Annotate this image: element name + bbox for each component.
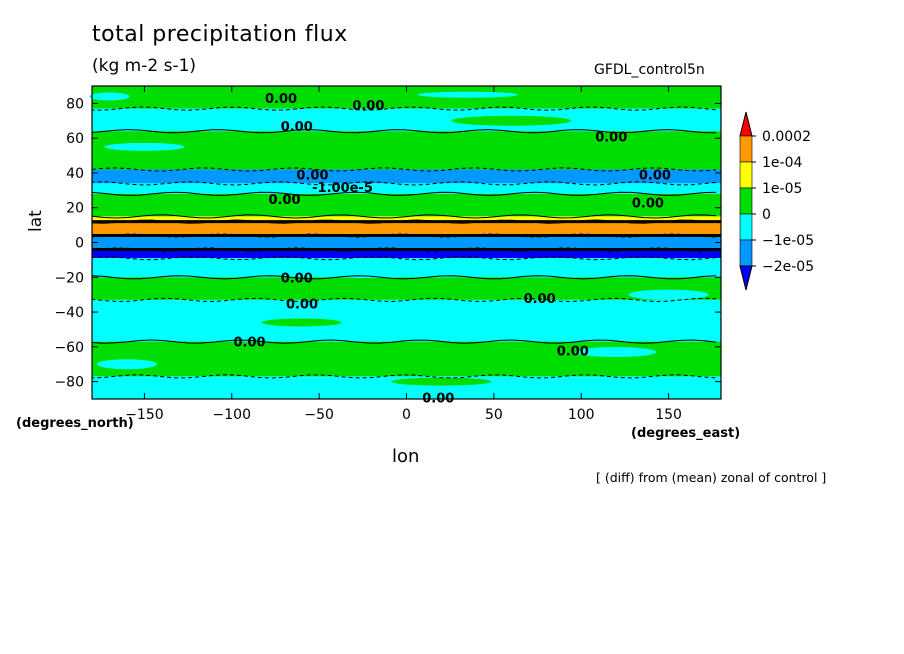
lat-band-8: [92, 235, 721, 250]
contour-line-2: [91, 129, 717, 134]
lat-band-6: [92, 216, 721, 222]
contour-line-3: [91, 167, 717, 172]
colorbar-label-3: 0: [762, 207, 771, 223]
contour-patch-8: [261, 318, 342, 327]
x-tick-label-4: 50: [485, 407, 503, 423]
contour-label-0: 0.00: [265, 92, 297, 107]
colorbar-swatch-4: [739, 213, 753, 241]
contour-label-13: 0.00: [557, 344, 589, 359]
y-tick-label-8: 80: [66, 96, 84, 112]
lat-band-5: [92, 193, 721, 217]
footnote: [ (diff) from (mean) zonal of control ]: [596, 470, 827, 485]
contour-label-3: 0.00: [595, 130, 627, 145]
contour-line-12: [91, 297, 717, 303]
x-tick-label-1: −100: [213, 407, 251, 423]
y-tick-label-1: −60: [54, 340, 84, 356]
x-tick-label-6: 150: [655, 407, 682, 423]
y-tick-label-2: −40: [54, 305, 84, 321]
contour-patch-9: [628, 289, 709, 300]
lat-band-13: [92, 341, 721, 377]
colorbar-top-arrow: [739, 111, 753, 137]
y-axis-units: (degrees_north): [16, 416, 134, 431]
colorbar-swatch-5: [739, 239, 753, 267]
contour-line-4: [91, 181, 717, 186]
contour-line-11: [91, 275, 717, 280]
contour-line-5: [91, 191, 717, 196]
contour-line-6: [91, 214, 717, 219]
colorbar-swatch-2: [739, 161, 753, 189]
contour-patch-5: [576, 347, 657, 358]
lat-band-7: [92, 221, 721, 236]
contour-label-7: 0.00: [268, 193, 300, 208]
dataset-label: GFDL_control5n: [594, 62, 705, 78]
y-tick-label-5: 20: [66, 201, 84, 217]
contour-label-11: 0.00: [524, 292, 556, 307]
y-tick-label-4: 0: [75, 236, 84, 252]
contour-label-1: 0.00: [352, 99, 384, 114]
colorbar-swatch-1: [739, 135, 753, 163]
colorbar-label-4: −1e-05: [762, 233, 814, 249]
contour-patch-2: [104, 142, 185, 151]
contour-line-1: [91, 106, 717, 111]
contour-patch-6: [96, 359, 157, 370]
contour-label-8: 0.00: [632, 197, 664, 212]
x-axis-units: (degrees_east): [631, 426, 741, 441]
lat-band-2: [92, 131, 721, 170]
contour-line-10: [91, 256, 717, 261]
colorbar-swatch-3: [739, 187, 753, 215]
colorbar-bottom-arrow: [739, 265, 753, 291]
contour-label-4: 0.00: [296, 169, 328, 184]
lat-band-3: [92, 169, 721, 184]
chart-units: (kg m-2 s-1): [92, 56, 197, 76]
colorbar-label-2: 1e-05: [762, 181, 802, 197]
y-tick-label-6: 40: [66, 166, 84, 182]
lat-band-9: [92, 249, 721, 259]
contour-patch-3: [451, 115, 572, 126]
colorbar-label-5: −2e-05: [762, 259, 814, 275]
lat-band-12: [92, 299, 721, 342]
contour-label-12: 0.00: [234, 336, 266, 351]
x-tick-label-3: 0: [402, 407, 411, 423]
lat-band-4: [92, 183, 721, 194]
x-axis-label: lon: [392, 446, 420, 467]
lat-band-11: [92, 277, 721, 300]
x-tick-label-5: 100: [568, 407, 595, 423]
y-tick-label-7: 60: [66, 131, 84, 147]
contour-patch-1: [417, 91, 518, 98]
x-tick-label-2: −50: [304, 407, 334, 423]
y-tick-label-3: −20: [54, 270, 84, 286]
lat-band-1: [92, 108, 721, 132]
x-tick-label-0: −150: [125, 407, 163, 423]
contour-line-14: [91, 374, 717, 379]
contour-label-6: 0.00: [639, 169, 671, 184]
contour-patch-0: [89, 92, 130, 101]
contour-label-10: 0.00: [286, 297, 318, 312]
contour-patch-7: [391, 377, 492, 386]
contour-patch-4: [311, 266, 432, 279]
chart-title: total precipitation flux: [92, 22, 348, 47]
contour-line-13: [91, 339, 717, 344]
lat-band-0: [92, 86, 721, 109]
lat-band-14: [92, 376, 721, 399]
colorbar-label-0: 0.0002: [762, 129, 811, 145]
contour-label-9: 0.00: [281, 271, 313, 286]
contour-label-2: 0.00: [281, 120, 313, 135]
colorbar-label-1: 1e-04: [762, 155, 802, 171]
y-tick-label-0: −80: [54, 375, 84, 391]
contour-label-5: -1.00e-5: [312, 181, 373, 196]
